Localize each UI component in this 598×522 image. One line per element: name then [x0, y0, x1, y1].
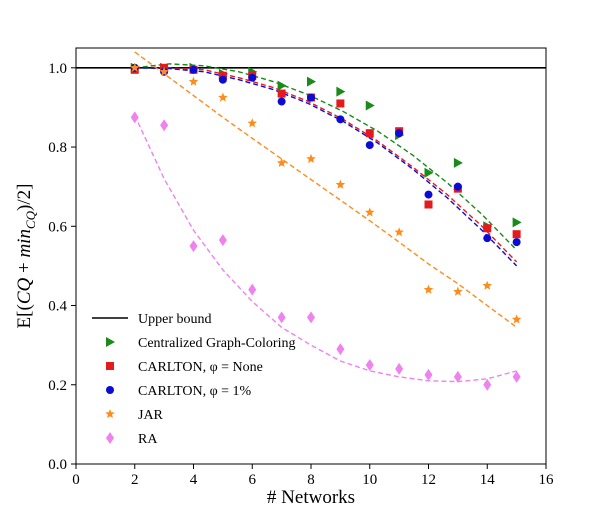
point-series-3: [159, 66, 169, 76]
point-series-3: [306, 153, 316, 163]
point-series-4: [483, 378, 492, 391]
point-series-0: [336, 86, 346, 97]
x-axis-title: # Networks: [267, 487, 355, 508]
y-tick-label: 0.8: [48, 140, 67, 156]
legend-swatch-series-1: [106, 362, 114, 370]
point-series-3: [394, 227, 404, 237]
y-tick-label: 0.4: [48, 299, 67, 315]
point-series-2: [307, 93, 315, 102]
y-tick-label: 1.0: [48, 61, 67, 77]
legend-label: CARLTON, φ = 1%: [138, 384, 252, 399]
point-series-1: [365, 129, 374, 138]
point-series-3: [188, 76, 199, 86]
point-series-3: [129, 62, 140, 72]
point-series-2: [189, 65, 198, 74]
fit-curve-series-3: [134, 51, 518, 328]
point-series-3: [218, 92, 228, 102]
x-tick-label: 0: [72, 472, 80, 488]
point-series-3: [453, 286, 463, 296]
fit-curve-series-1: [134, 67, 518, 263]
x-tick-label: 14: [480, 472, 496, 488]
point-series-3: [364, 207, 375, 217]
point-series-1: [336, 99, 345, 108]
y-tick-label: 0.2: [48, 378, 67, 394]
point-series-0: [307, 76, 316, 87]
legend-label: Upper bound: [138, 312, 212, 327]
point-series-0: [453, 157, 463, 168]
point-series-2: [512, 238, 521, 247]
fit-curve-series-0: [134, 63, 518, 251]
y-tick-label: 0.6: [48, 219, 67, 235]
point-series-2: [336, 115, 345, 124]
point-series-3: [482, 280, 493, 290]
point-series-2: [218, 75, 227, 84]
point-series-4: [453, 370, 462, 383]
legend-label: RA: [138, 432, 158, 447]
plot-marks: [76, 51, 546, 391]
legend: Upper bound Centralized Graph-Coloring CAR…: [92, 312, 295, 447]
legend-swatch-series-0: [106, 337, 115, 347]
point-series-4: [395, 362, 404, 375]
legend-label: JAR: [138, 408, 164, 423]
point-series-2: [424, 190, 433, 199]
point-series-0: [424, 167, 434, 178]
legend-swatch-series-4: [106, 432, 114, 444]
fit-curve-series-4: [134, 115, 517, 383]
x-tick-label: 2: [131, 472, 139, 488]
point-series-3: [511, 314, 522, 324]
point-series-0: [512, 217, 522, 228]
x-tick-label: 8: [307, 472, 315, 488]
point-series-3: [423, 284, 434, 294]
point-series-0: [277, 80, 287, 91]
point-series-4: [277, 311, 286, 324]
legend-label: Centralized Graph-Coloring: [138, 336, 295, 351]
point-series-2: [365, 141, 374, 150]
point-series-4: [248, 283, 257, 296]
point-series-4: [424, 368, 433, 381]
point-series-2: [483, 234, 492, 243]
point-series-4: [160, 119, 169, 132]
x-tick-label: 6: [249, 472, 257, 488]
point-series-0: [365, 100, 375, 111]
x-tick-label: 16: [539, 472, 555, 488]
x-tick-label: 10: [362, 472, 377, 488]
point-series-3: [276, 157, 287, 167]
point-series-1: [512, 230, 521, 239]
point-series-4: [336, 343, 345, 356]
x-tick-label: 4: [190, 472, 198, 488]
plot-frame: [75, 47, 547, 465]
point-series-1: [483, 224, 492, 233]
y-axis-title: E[(CQ + minCQ)/2]: [14, 184, 38, 329]
legend-swatch-series-2: [106, 386, 114, 394]
point-series-1: [424, 200, 433, 209]
point-series-4: [307, 311, 315, 324]
point-series-4: [218, 234, 227, 247]
point-series-4: [365, 358, 374, 371]
point-series-3: [335, 179, 346, 189]
fit-curve-series-2: [134, 67, 518, 267]
legend-swatch-series-3: [105, 409, 115, 419]
point-series-2: [395, 129, 404, 138]
legend-label: CARLTON, φ = None: [138, 360, 263, 375]
point-series-3: [247, 118, 258, 128]
point-series-4: [512, 370, 521, 383]
x-tick-label: 12: [421, 472, 436, 488]
point-series-4: [130, 111, 139, 124]
point-series-2: [277, 97, 286, 106]
point-series-4: [189, 240, 198, 253]
axis-ticks: 0 2 4 6 8 10 12 14 16 0.0 0.2 0.4 0.6 0.8 1.0: [48, 61, 554, 488]
point-series-2: [248, 73, 257, 82]
y-tick-label: 0.0: [48, 457, 67, 473]
point-series-1: [277, 89, 286, 98]
point-series-2: [453, 182, 462, 191]
